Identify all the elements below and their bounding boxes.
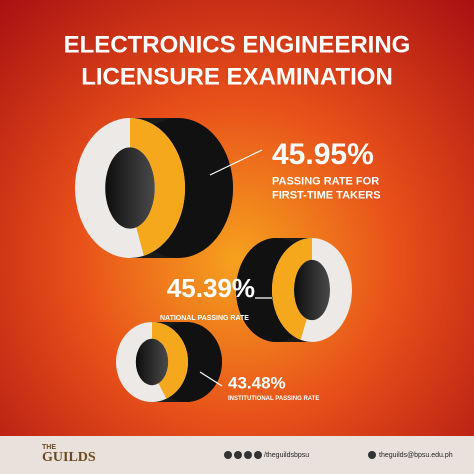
social-handle: /theguildsbpsu [264, 452, 309, 459]
rate-label: INSTITUTIONAL PASSING RATE [228, 396, 319, 402]
rate-label: FIRST-TIME TAKERS [272, 189, 381, 201]
leader-line [209, 149, 263, 176]
rate-label: PASSING RATE FOR [272, 175, 379, 187]
ring-hole [135, 338, 169, 386]
social-icons [224, 451, 376, 459]
value-label: 45.39% [167, 273, 255, 303]
ring-segment [130, 118, 186, 256]
ring-hole [294, 259, 330, 321]
ring-hole [105, 147, 155, 229]
title-line: LICENSURE EXAMINATION [81, 63, 393, 90]
ring-segment [272, 238, 312, 340]
ring-segment [152, 322, 188, 399]
value-label: 43.48% [228, 373, 286, 392]
brand: GUILDS [42, 450, 96, 465]
value-label: 45.95% [272, 138, 374, 171]
leader-line [199, 371, 223, 387]
brand-small: THE [42, 444, 56, 451]
rate-label: NATIONAL PASSING RATE [160, 315, 249, 322]
title-line: ELECTRONICS ENGINEERING [64, 31, 411, 58]
email: theguilds@bpsu.edu.ph [379, 452, 453, 459]
